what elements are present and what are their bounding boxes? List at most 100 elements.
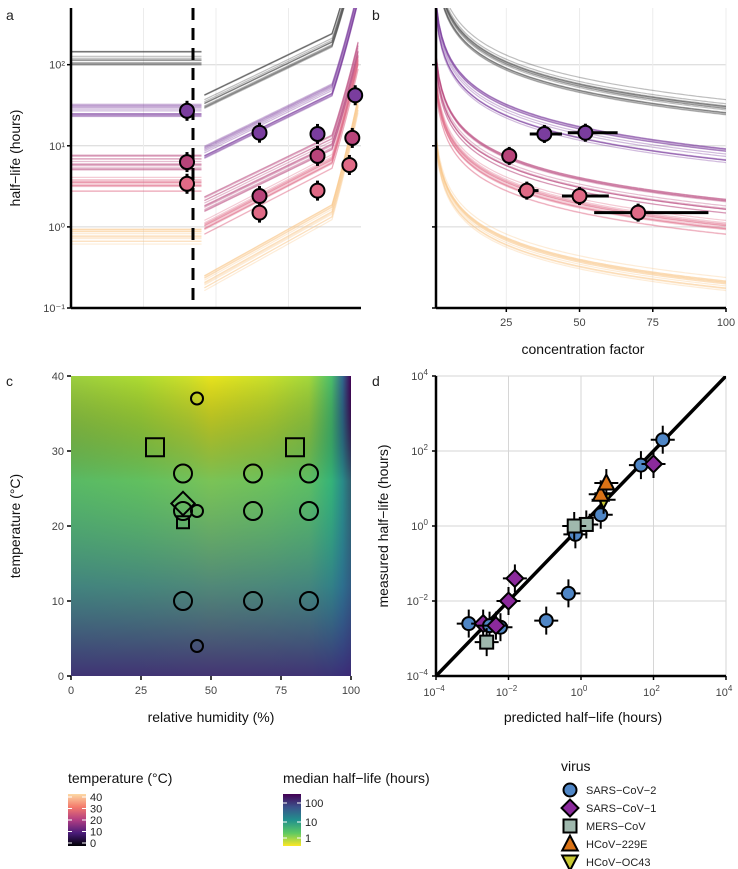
- legend-tick-label: 0: [90, 838, 96, 850]
- curve-wet: [204, 8, 358, 160]
- tick-label: 10−2: [407, 593, 429, 608]
- axis-title-y: half−life (hours): [7, 110, 23, 207]
- tick-label: 102: [643, 684, 660, 699]
- curve-wet: [204, 8, 341, 97]
- curve: [445, 8, 726, 109]
- curve-wet: [204, 42, 359, 199]
- curve-wet: [204, 68, 359, 235]
- curve-wet: [204, 8, 358, 159]
- curve: [436, 141, 726, 287]
- tick-label: 100: [411, 518, 428, 533]
- data-point: [173, 591, 193, 611]
- colorbar: [283, 794, 301, 846]
- curve-wet: [204, 97, 359, 277]
- tick-label: 10−2: [496, 684, 518, 699]
- curve: [446, 8, 726, 107]
- heatmap-shade: [71, 376, 351, 676]
- data-point: [505, 568, 525, 589]
- curve: [436, 83, 726, 228]
- legend-tick-label: 10: [305, 817, 317, 829]
- tick-label: 10−4: [407, 668, 429, 683]
- curve-wet: [204, 97, 359, 277]
- curve: [445, 8, 726, 109]
- data-point: [536, 125, 553, 142]
- curve-wet: [204, 41, 359, 198]
- tick-label: 100: [342, 685, 360, 697]
- data-point: [190, 391, 204, 406]
- curve-wet: [204, 51, 359, 208]
- legend-tick-label: 100: [305, 798, 323, 810]
- tick-label: 102: [411, 443, 428, 458]
- tick-label: 50: [205, 685, 217, 697]
- curve: [436, 56, 726, 203]
- curve: [436, 55, 726, 202]
- curve: [446, 8, 726, 108]
- curve-wet: [204, 8, 344, 104]
- curve: [436, 136, 726, 282]
- curve-wet: [204, 45, 359, 201]
- data-point: [145, 437, 165, 458]
- data-point: [190, 639, 204, 653]
- data-point: [538, 613, 554, 629]
- data-point: [285, 437, 305, 458]
- tick-label: 104: [411, 368, 428, 383]
- data-point: [169, 490, 197, 517]
- data-point: [341, 156, 358, 173]
- data-point: [596, 472, 616, 491]
- data-point: [173, 463, 193, 484]
- curve-wet: [204, 8, 345, 108]
- curve: [436, 139, 726, 285]
- data-point: [179, 102, 195, 119]
- curve: [436, 138, 726, 284]
- data-point: [309, 182, 326, 199]
- tick-label: 10−4: [423, 684, 445, 699]
- curve: [436, 144, 726, 290]
- data-point: [299, 501, 319, 521]
- panel-a: 10⁻¹ 10⁰ 10¹ 10² half−life (hours): [7, 8, 364, 315]
- data-point: [251, 124, 268, 141]
- curve-wet: [204, 8, 355, 147]
- curve: [436, 90, 726, 235]
- curve-wet: [204, 8, 357, 157]
- panel-b: 25 50 75 100 concentration factor: [432, 8, 735, 357]
- curve-wet: [204, 8, 355, 149]
- curve-wet: [204, 52, 359, 208]
- legend-marker: [560, 833, 580, 852]
- legend-title: median half−life (hours): [283, 770, 430, 786]
- curve-wet: [204, 8, 341, 96]
- panel-label-b: b: [372, 7, 380, 23]
- curve-wet: [204, 8, 356, 154]
- curve: [436, 137, 726, 283]
- curve-wet: [204, 8, 341, 96]
- curve: [446, 8, 726, 108]
- tick-label: 30: [52, 446, 64, 458]
- tick-label: 10: [52, 596, 64, 608]
- data-point: [643, 454, 664, 474]
- data-point: [593, 507, 609, 523]
- curve-wet: [204, 109, 359, 289]
- curve-wet: [204, 63, 359, 230]
- curve-wet: [204, 8, 344, 107]
- data-point: [498, 591, 519, 611]
- axis-title-y: temperature (°C): [7, 474, 23, 578]
- legend-title: virus: [561, 758, 591, 774]
- data-point: [243, 501, 263, 521]
- curve: [436, 136, 726, 282]
- curve: [436, 133, 726, 279]
- curve: [436, 84, 726, 230]
- curve-wet: [204, 8, 357, 157]
- axis-title-x: concentration factor: [522, 341, 645, 357]
- curve-wet: [204, 45, 359, 202]
- data-point: [309, 125, 326, 142]
- tick-label: 75: [647, 317, 659, 329]
- curve: [444, 8, 726, 111]
- tick-label: 10⁰: [48, 222, 65, 234]
- tick-label: 50: [573, 317, 585, 329]
- curve: [443, 8, 726, 114]
- curve-wet: [204, 107, 359, 286]
- curve: [436, 54, 726, 200]
- curve: [443, 8, 726, 116]
- curve-wet: [204, 63, 359, 230]
- curve-wet: [204, 109, 359, 289]
